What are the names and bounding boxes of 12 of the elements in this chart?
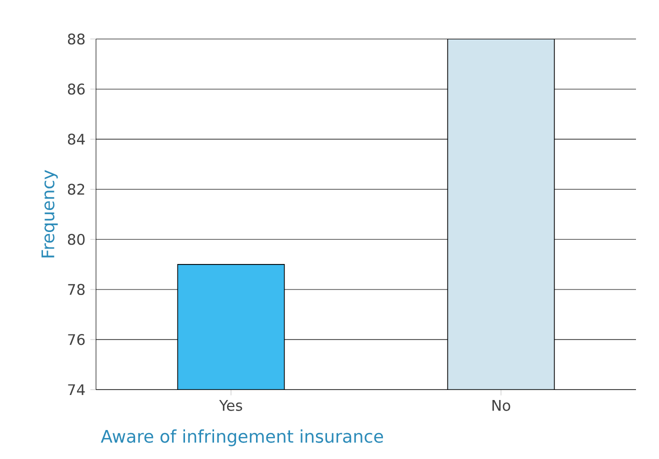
x-tick-label: Yes [219,400,242,411]
x-axis-title: Aware of infringement insurance [100,429,383,446]
y-tick-label: 78 [68,284,85,296]
y-tick-label: 80 [68,234,85,245]
y-axis-title: Frequency [42,170,58,258]
y-tick-label: 82 [68,184,84,195]
x-tick-label: No [492,400,510,411]
y-tick-label: 76 [68,334,85,346]
y-tick-label: 86 [68,84,85,95]
y-tick-label: 74 [68,384,85,395]
y-tick-label: 84 [68,134,85,145]
y-tick-label: 88 [68,33,85,45]
